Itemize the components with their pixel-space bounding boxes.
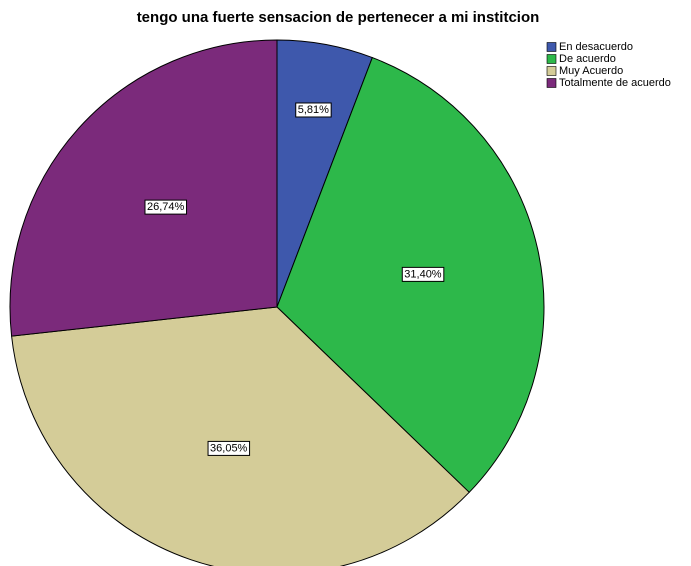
value-label-box <box>295 102 332 118</box>
legend-label: Totalmente de acuerdo <box>559 77 671 89</box>
pie-slice <box>11 306 470 566</box>
chart-title: tengo una fuerte sensacion de pertenecer… <box>137 9 540 26</box>
legend-swatch <box>546 66 557 76</box>
value-label-box <box>207 440 251 456</box>
legend-label: En desacuerdo <box>559 41 633 53</box>
value-label-box <box>144 199 188 215</box>
value-label: 26,74% <box>147 201 185 213</box>
value-label-box <box>401 266 445 282</box>
legend-label: De acuerdo <box>559 53 616 65</box>
legend-swatch <box>546 78 557 88</box>
value-label: 5,81% <box>298 104 329 116</box>
pie-slice <box>9 39 278 337</box>
legend-label: Muy Acuerdo <box>559 65 623 77</box>
legend-swatch <box>546 54 557 64</box>
legend-swatch <box>546 42 557 52</box>
value-label: 36,05% <box>210 442 248 454</box>
value-label: 31,40% <box>404 268 442 280</box>
